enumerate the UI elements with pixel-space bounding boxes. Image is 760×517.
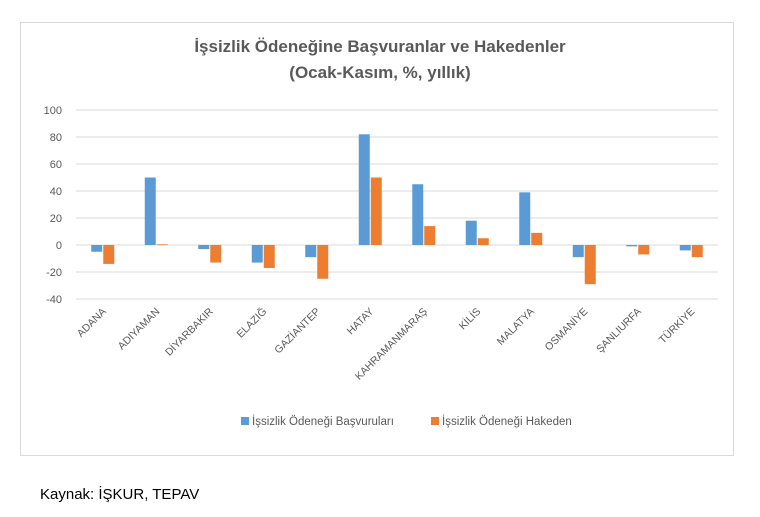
- gridlines: [76, 109, 718, 300]
- x-tick-label: ŞANLIURFA: [594, 306, 644, 356]
- x-tick-label: ADIYAMAN: [116, 306, 163, 353]
- bar-hakeden-7: [477, 238, 489, 245]
- x-tick-label: OSMANİYE: [542, 305, 590, 353]
- bar-basvuru-6: [412, 184, 424, 245]
- x-tick-label: HATAY: [345, 306, 377, 338]
- bar-basvuru-5: [358, 134, 370, 245]
- bar-hakeden-4: [317, 245, 329, 279]
- x-tick-label: TÜRKİYE: [656, 305, 697, 346]
- x-tick-label: MALATYA: [495, 306, 537, 348]
- y-tick-label: -40: [46, 294, 62, 306]
- legend-swatch: [431, 417, 439, 425]
- bars: [91, 134, 703, 285]
- y-tick-label: -20: [46, 267, 62, 279]
- chart-title: İşsizlik Ödeneğine Başvuranlar ve Hakede…: [194, 37, 566, 56]
- y-tick-label: 20: [50, 213, 62, 225]
- bar-hakeden-9: [584, 245, 596, 285]
- x-axis: ADANA ADIYAMAN DİYARBAKIR ELAZIĞ GAZİANTEP HA…: [75, 305, 698, 383]
- bar-basvuru-0: [91, 245, 103, 252]
- chart-subtitle: (Ocak-Kasım, %, yıllık): [289, 63, 471, 82]
- legend-label: İşsizlik Ödeneği Başvuruları: [252, 415, 394, 428]
- bar-basvuru-1: [144, 177, 156, 245]
- bar-hakeden-3: [263, 245, 275, 268]
- bar-basvuru-7: [465, 220, 477, 245]
- y-tick-label: 100: [44, 105, 62, 117]
- bar-hakeden-6: [424, 226, 436, 245]
- bar-hakeden-0: [103, 245, 115, 264]
- x-tick-label: KİLİS: [456, 305, 483, 332]
- legend-swatch: [241, 417, 249, 425]
- x-tick-label: ELAZIĞ: [234, 305, 270, 341]
- legend: İşsizlik Ödeneği Başvuruları İşsizlik Öde…: [241, 415, 572, 428]
- bar-hakeden-1: [156, 244, 168, 246]
- y-tick-label: 40: [50, 186, 62, 198]
- bar-hakeden-8: [531, 232, 543, 245]
- bar-basvuru-2: [198, 245, 210, 250]
- bar-basvuru-10: [626, 245, 638, 247]
- y-tick-label: 80: [50, 132, 62, 144]
- y-axis: 100 80 60 40 20 0 -20 -40: [44, 105, 62, 306]
- x-tick-label: GAZİANTEP: [272, 305, 323, 356]
- y-tick-label: 0: [56, 240, 62, 252]
- bar-hakeden-10: [638, 245, 650, 255]
- bar-basvuru-4: [305, 245, 317, 258]
- x-tick-label: DİYARBAKIR: [162, 305, 216, 359]
- bar-hakeden-11: [691, 245, 703, 258]
- x-tick-label: ADANA: [75, 306, 109, 340]
- bar-hakeden-5: [370, 177, 382, 245]
- y-tick-label: 60: [50, 159, 62, 171]
- bar-basvuru-9: [572, 245, 584, 258]
- bar-basvuru-11: [679, 245, 691, 251]
- legend-label: İşsizlik Ödeneği Hakeden: [442, 415, 572, 428]
- bar-basvuru-3: [251, 245, 263, 263]
- bar-hakeden-2: [210, 245, 222, 263]
- source-note: Kaynak: İŞKUR, TEPAV: [40, 486, 200, 503]
- bar-basvuru-8: [519, 192, 531, 245]
